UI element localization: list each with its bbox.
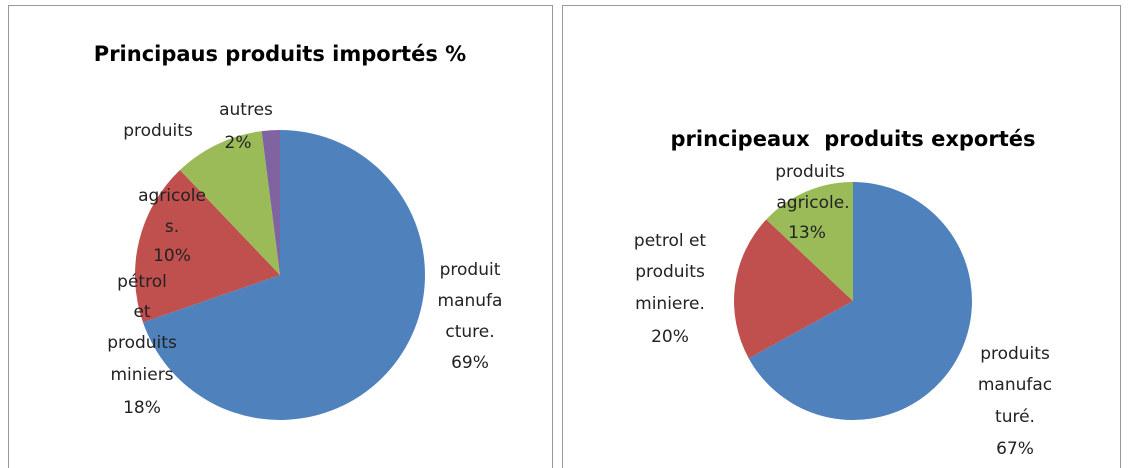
label-line: turé. — [995, 407, 1035, 427]
label-line: manufa — [438, 291, 503, 311]
pie-slice — [261, 130, 280, 275]
slice-label: pétrol et produits miniers — [107, 272, 177, 385]
value-label: 69% — [451, 353, 489, 373]
label-line: et — [133, 302, 150, 322]
slice-label: produits manufac turé. — [978, 344, 1052, 427]
pie-slice — [748, 182, 972, 420]
value-label: 13% — [788, 223, 826, 243]
chart-title: Principaus produits importés % — [94, 42, 466, 66]
label-line: pétrol — [117, 272, 167, 292]
label-line: s. — [165, 217, 179, 237]
slice-label: produit manufa cture. — [438, 260, 503, 342]
label-line: agricole — [138, 186, 206, 206]
value-label: 20% — [651, 327, 689, 347]
label-line: produit — [440, 260, 501, 280]
label-line: miniers — [110, 365, 173, 385]
label-line: produits — [980, 344, 1050, 364]
slice-label: produits agricole. — [775, 162, 849, 213]
pie-slice — [135, 170, 280, 323]
slice-label: petrol et produits miniere. — [634, 231, 707, 314]
label-line: cture. — [445, 322, 494, 342]
pie-slice — [766, 182, 853, 301]
pie-slice — [142, 130, 425, 420]
label-line: produits — [635, 262, 705, 282]
label-line: produits — [107, 333, 177, 353]
chart-title: principeaux produits exportés — [671, 127, 1036, 151]
label-line: produits — [123, 121, 193, 141]
pie-slice — [734, 219, 853, 359]
label-line: petrol et — [634, 231, 707, 251]
slice-label: autres — [219, 100, 273, 120]
label-line: autres — [219, 100, 273, 120]
label-line: produits — [775, 162, 845, 182]
label-line: agricole. — [776, 193, 849, 213]
label-line: manufac — [978, 375, 1052, 395]
value-label: 2% — [225, 133, 252, 153]
slice-label: produits agricole s. — [123, 121, 206, 237]
value-label: 67% — [996, 439, 1034, 459]
value-label: 10% — [153, 246, 191, 266]
label-line: miniere. — [635, 294, 705, 314]
value-label: 18% — [123, 398, 161, 418]
pie-slice — [179, 131, 280, 275]
